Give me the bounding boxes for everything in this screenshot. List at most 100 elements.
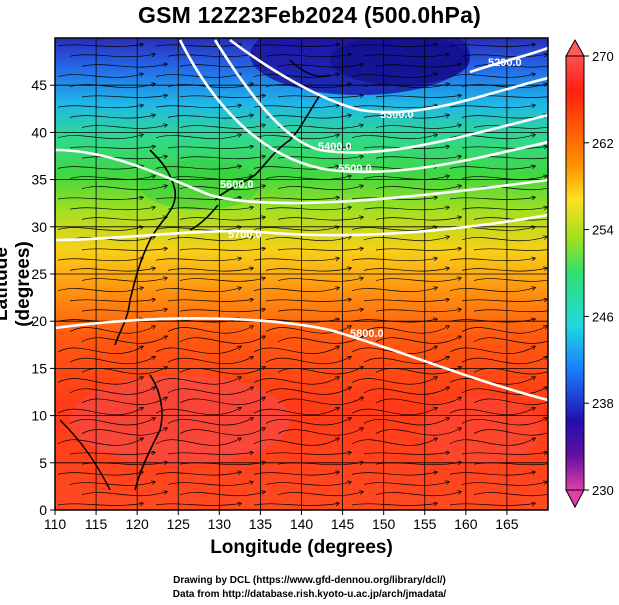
streamline bbox=[57, 105, 143, 109]
streamline bbox=[265, 146, 351, 148]
contour-line bbox=[55, 148, 548, 205]
streamline bbox=[253, 408, 339, 416]
streamline bbox=[351, 503, 437, 505]
streamline bbox=[155, 408, 241, 416]
streamline bbox=[351, 44, 437, 46]
streamline bbox=[179, 309, 265, 313]
streamline bbox=[265, 115, 351, 119]
streamline bbox=[155, 288, 241, 293]
streamline bbox=[461, 237, 547, 242]
streamline bbox=[167, 326, 253, 334]
x-tick-label: 145 bbox=[331, 516, 355, 532]
x-tick-label: 125 bbox=[167, 516, 191, 532]
streamline bbox=[363, 326, 449, 334]
x-tick-label: 165 bbox=[495, 516, 519, 532]
streamline bbox=[449, 258, 535, 262]
streamline bbox=[461, 418, 547, 426]
streamline bbox=[449, 346, 535, 354]
colorbar-tick-label: 230 bbox=[592, 483, 614, 498]
streamline bbox=[253, 346, 339, 354]
streamline bbox=[461, 299, 547, 301]
streamline bbox=[473, 248, 548, 251]
streamline bbox=[57, 74, 143, 78]
streamline bbox=[57, 135, 143, 140]
streamline bbox=[461, 357, 547, 365]
streamline bbox=[155, 44, 241, 46]
contour-line bbox=[469, 46, 548, 74]
streamline bbox=[351, 105, 437, 109]
streamline bbox=[253, 377, 339, 385]
streamline bbox=[69, 482, 155, 486]
streamline bbox=[461, 176, 547, 180]
streamline bbox=[167, 418, 253, 426]
streamline bbox=[155, 472, 241, 476]
streamline bbox=[81, 428, 167, 436]
streamline bbox=[81, 397, 167, 405]
streamline bbox=[81, 64, 167, 68]
streamline bbox=[57, 227, 143, 231]
streamline bbox=[179, 248, 265, 250]
streamline bbox=[363, 54, 449, 58]
y-tick-label: 0 bbox=[39, 502, 47, 518]
streamline bbox=[179, 278, 265, 282]
streamline bbox=[155, 227, 241, 231]
streamline bbox=[167, 146, 253, 148]
streamline bbox=[265, 207, 351, 211]
x-tick-label: 155 bbox=[413, 516, 437, 532]
streamline bbox=[449, 503, 535, 505]
streamline bbox=[69, 146, 155, 148]
streamline bbox=[351, 438, 437, 446]
streamline bbox=[351, 377, 437, 385]
streamline bbox=[81, 492, 167, 497]
chart-title: GSM 12Z23Feb2024 (500.0hPa) bbox=[138, 2, 481, 28]
streamline bbox=[57, 377, 143, 385]
streamline bbox=[363, 299, 449, 301]
streamline bbox=[363, 418, 449, 426]
x-axis-ticks: 110 115 120 125 130 135 140 145 150 155 160 165 bbox=[44, 510, 519, 532]
streamline bbox=[155, 135, 241, 140]
y-tick-label: 40 bbox=[31, 124, 47, 140]
colorbar-tick-label: 270 bbox=[592, 49, 614, 64]
streamline bbox=[351, 258, 437, 262]
streamline bbox=[253, 258, 339, 262]
streamline bbox=[351, 346, 437, 354]
colorbar: 270 262 254 246 238 230 bbox=[565, 38, 614, 509]
y-tick-label: 15 bbox=[31, 360, 47, 376]
streamline bbox=[155, 166, 241, 170]
y-tick-label: 10 bbox=[31, 408, 47, 424]
streamline bbox=[461, 452, 547, 454]
streamline bbox=[277, 309, 363, 313]
y-axis-ticks: 0 5 10 15 20 25 30 35 40 45 bbox=[31, 77, 55, 518]
streamline bbox=[265, 54, 351, 58]
contour-line bbox=[55, 213, 548, 242]
streamline bbox=[69, 357, 155, 365]
streamline bbox=[179, 217, 265, 221]
streamline bbox=[363, 387, 449, 395]
streamline bbox=[277, 367, 363, 375]
streamline bbox=[351, 227, 437, 231]
streamline bbox=[449, 74, 535, 78]
streamline bbox=[461, 207, 547, 211]
contour-line bbox=[229, 38, 548, 114]
streamline bbox=[461, 54, 547, 58]
contour-label: 5500.0 bbox=[338, 163, 372, 175]
contour-label: 5800.0 bbox=[350, 328, 384, 340]
streamline bbox=[179, 428, 265, 436]
streamline bbox=[363, 176, 449, 180]
streamline bbox=[69, 54, 155, 58]
streamline bbox=[167, 299, 253, 301]
streamline bbox=[449, 166, 535, 170]
streamline bbox=[167, 207, 253, 211]
streamline bbox=[155, 74, 241, 78]
coastlines bbox=[59, 59, 331, 491]
streamline bbox=[277, 125, 363, 129]
streamline bbox=[57, 503, 143, 505]
credit-data-source: Data from http://database.rish.kyoto-u.a… bbox=[172, 589, 447, 600]
streamline bbox=[179, 64, 265, 68]
streamline bbox=[69, 299, 155, 301]
streamline bbox=[473, 278, 548, 282]
streamline bbox=[69, 115, 155, 119]
streamline bbox=[277, 186, 363, 191]
streamline bbox=[473, 429, 548, 436]
